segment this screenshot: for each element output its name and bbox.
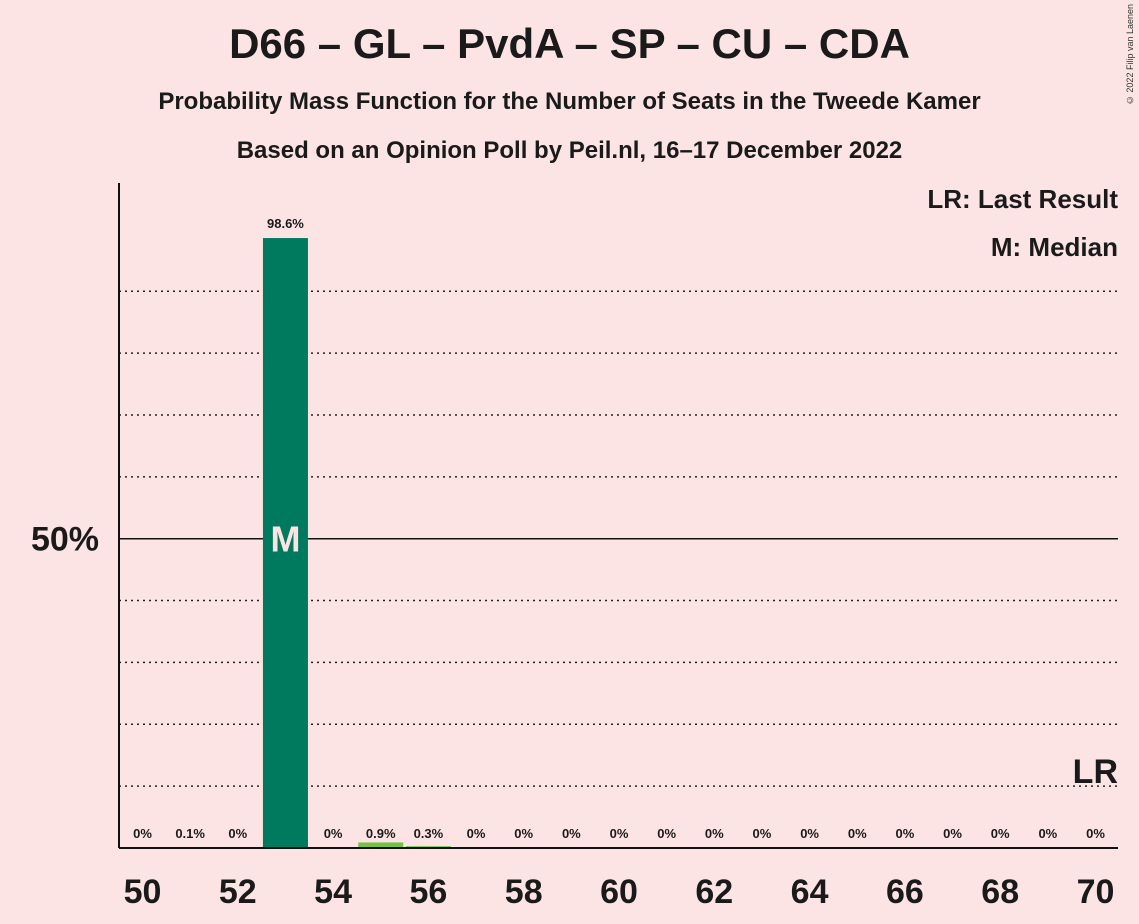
bar-value-label: 0% — [657, 826, 676, 841]
bar-value-label: 0% — [848, 826, 867, 841]
x-tick-label: 52 — [219, 873, 257, 911]
bar-seats-55 — [358, 842, 404, 848]
x-tick-label: 50 — [124, 873, 162, 911]
bar-value-label: 0% — [133, 826, 152, 841]
x-tick-label: 70 — [1077, 873, 1115, 911]
y-tick-label: 50% — [31, 521, 99, 559]
bar-value-label: 0% — [324, 826, 343, 841]
chart-title: D66 – GL – PvdA – SP – CU – CDA — [229, 20, 910, 67]
x-tick-label: 66 — [886, 873, 924, 911]
bar-value-label: 0% — [800, 826, 819, 841]
bar-value-label: 98.6% — [267, 216, 304, 231]
bar-seats-53 — [262, 238, 308, 848]
bar-value-label: 0% — [991, 826, 1010, 841]
x-tick-label: 58 — [505, 873, 543, 911]
x-tick-label: 60 — [600, 873, 638, 911]
bar-value-label: 0% — [705, 826, 724, 841]
bar-value-label: 0.3% — [414, 826, 444, 841]
median-marker: M — [270, 519, 300, 560]
chart-subtitle: Probability Mass Function for the Number… — [158, 88, 981, 115]
legend-last-result: LR: Last Result — [927, 184, 1118, 214]
chart-source: Based on an Opinion Poll by Peil.nl, 16–… — [236, 137, 903, 164]
bar-value-label: 0% — [753, 826, 772, 841]
x-tick-label: 64 — [791, 873, 829, 911]
x-tick-label: 56 — [409, 873, 447, 911]
bar-value-label: 0% — [943, 826, 962, 841]
bar-value-label: 0% — [467, 826, 486, 841]
x-tick-label: 62 — [695, 873, 733, 911]
x-tick-label: 54 — [314, 873, 352, 911]
last-result-marker: LR — [1073, 753, 1118, 791]
bar-value-label: 0% — [610, 826, 629, 841]
bar-value-label: 0% — [1086, 826, 1105, 841]
bar-value-label: 0% — [514, 826, 533, 841]
bar-value-label: 0% — [896, 826, 915, 841]
bar-value-label: 0% — [562, 826, 581, 841]
bar-value-label: 0% — [1038, 826, 1057, 841]
x-tick-label: 68 — [981, 873, 1019, 911]
bar-value-label: 0.9% — [366, 826, 396, 841]
bar-value-label: 0% — [228, 826, 247, 841]
bar-value-label: 0.1% — [175, 826, 205, 841]
legend-median: M: Median — [990, 232, 1118, 262]
